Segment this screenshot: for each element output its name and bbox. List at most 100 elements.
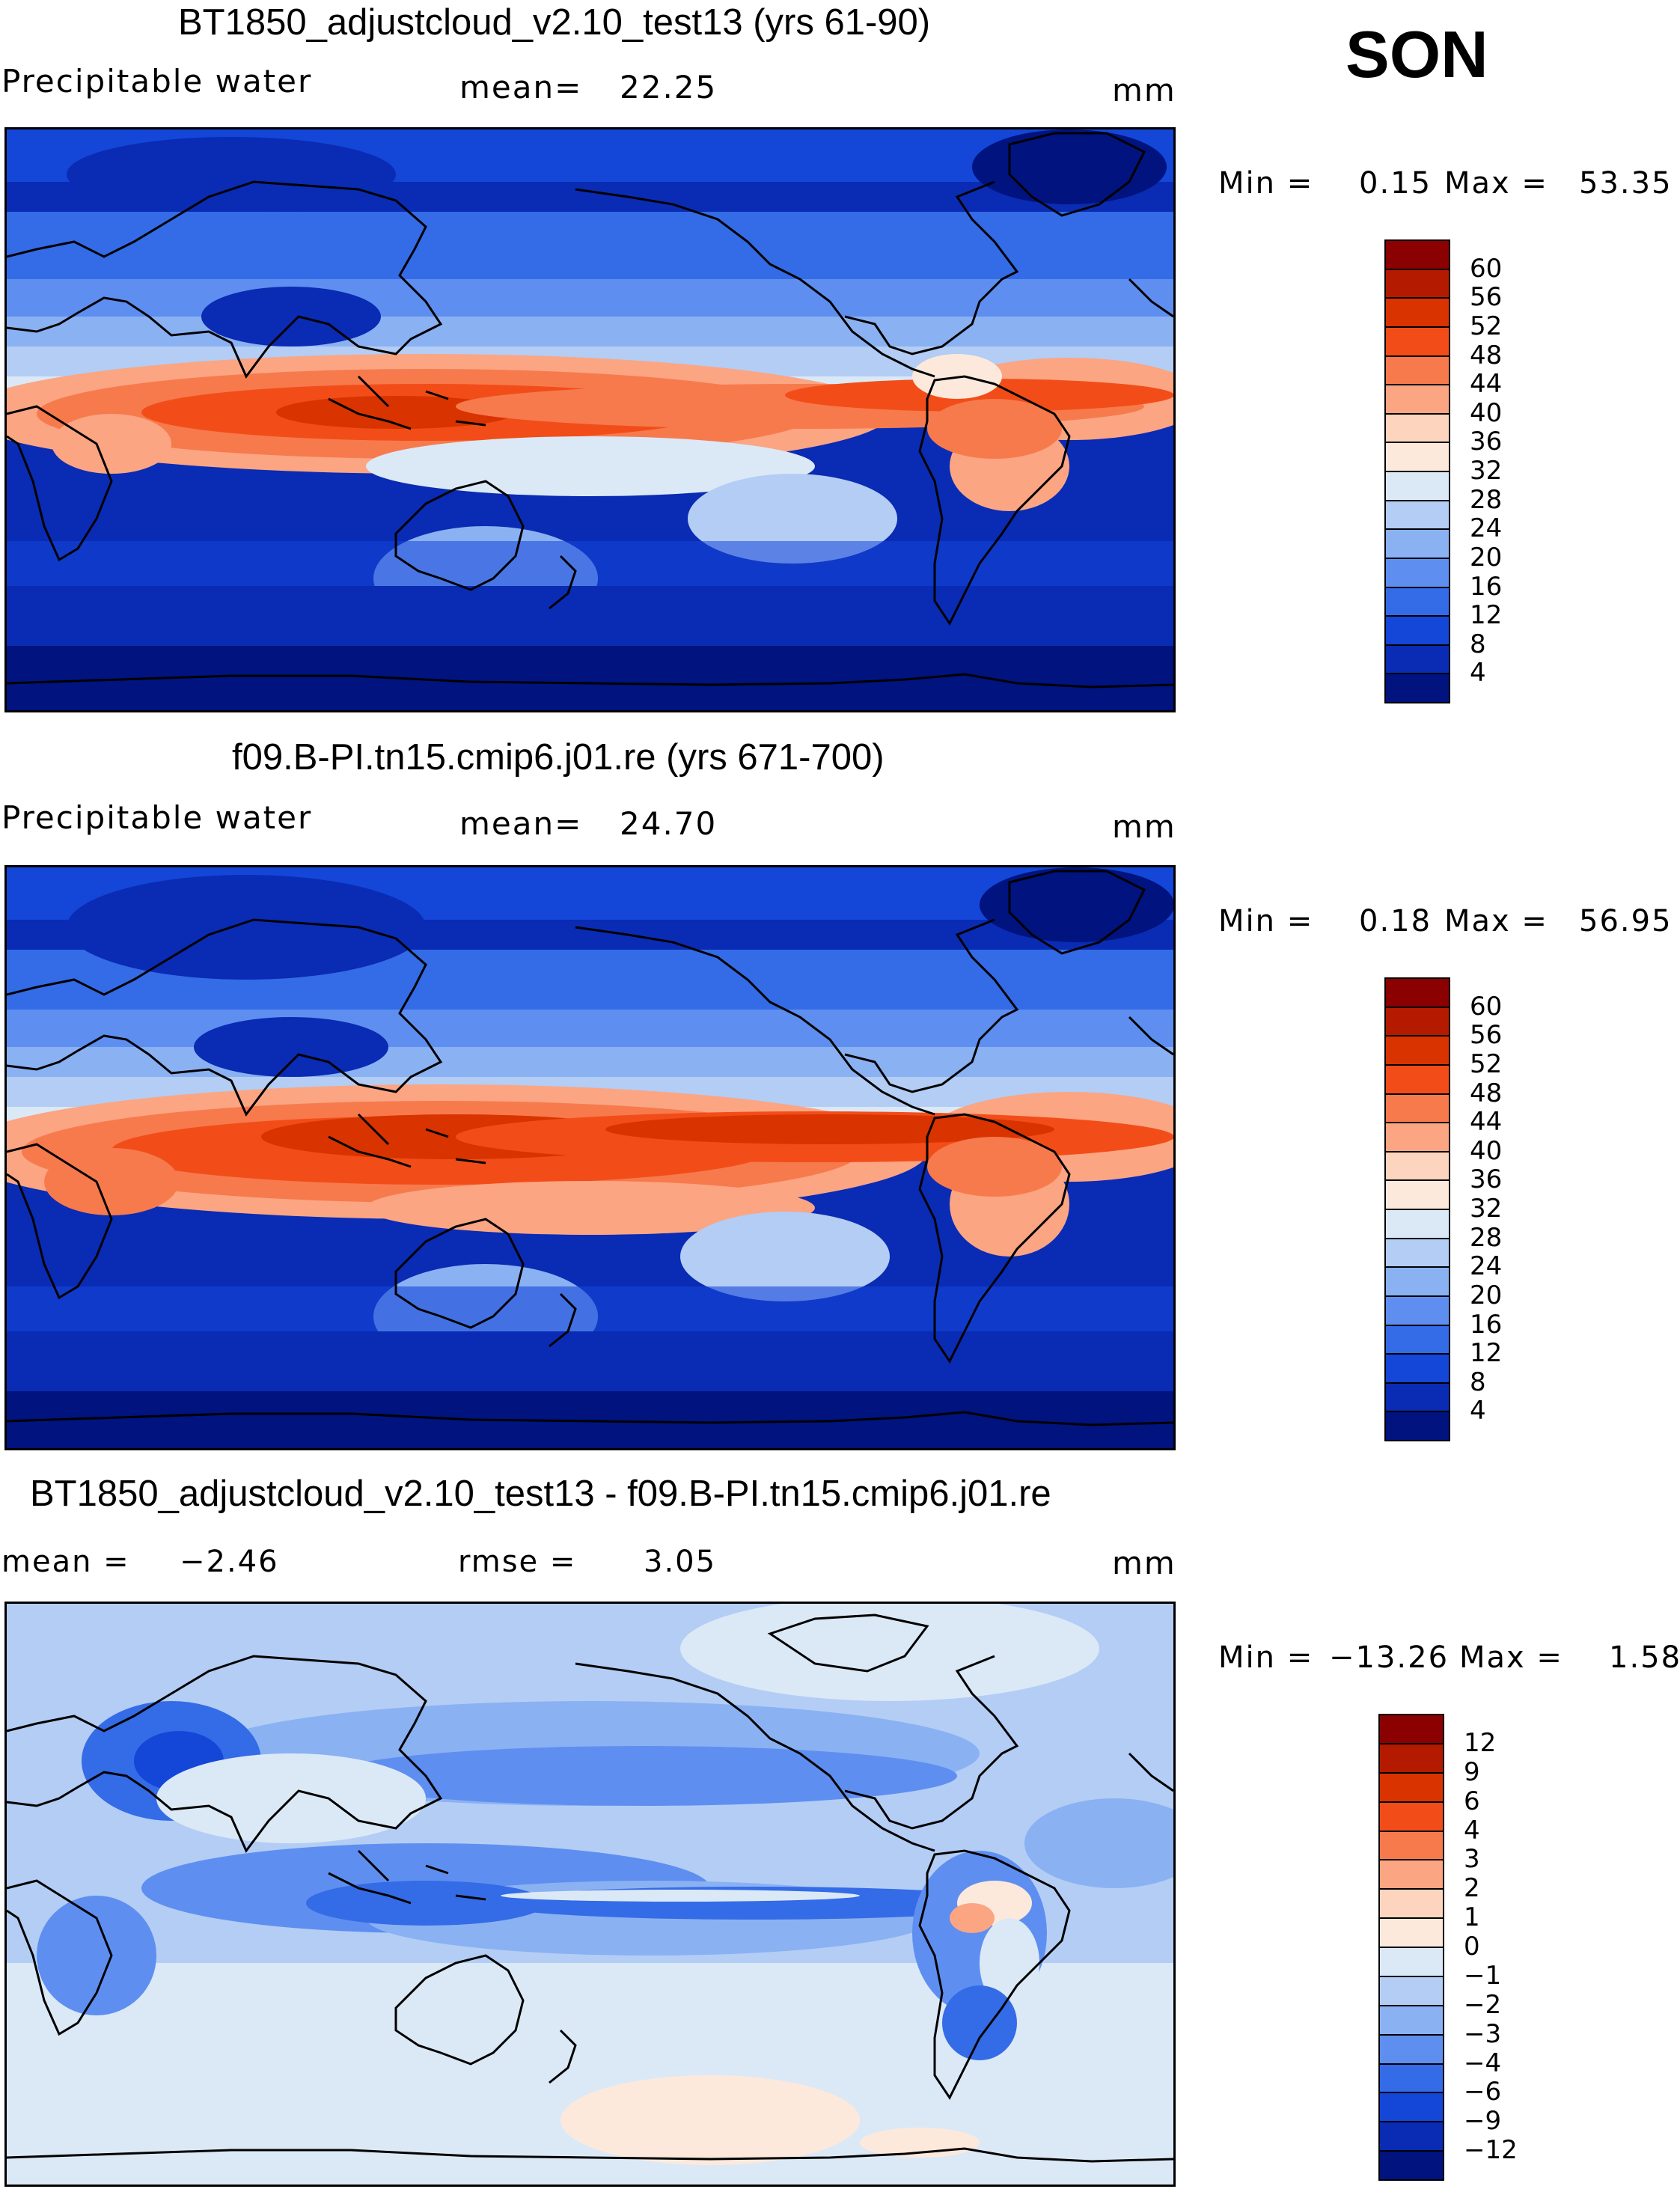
colorbar-swatch bbox=[1384, 1237, 1450, 1269]
colorbar-swatch bbox=[1384, 442, 1450, 472]
colorbar-swatch bbox=[1384, 384, 1450, 415]
colorbar-tick-label: 0 bbox=[1464, 1932, 1480, 1961]
colorbar-tick-label: 4 bbox=[1464, 1815, 1480, 1846]
panel-3-map-field bbox=[7, 1604, 1173, 2185]
colorbar-swatch bbox=[1384, 557, 1450, 588]
colorbar-tick-label: 3 bbox=[1464, 1844, 1480, 1875]
colorbar-swatch bbox=[1384, 471, 1450, 501]
colorbar-swatch bbox=[1378, 1771, 1444, 1803]
colorbar-swatch bbox=[1378, 2063, 1444, 2094]
colorbar-tick-label: 36 bbox=[1470, 427, 1503, 457]
panel-2-colorbar: 60 56 52 48 44 40 36 32 28 24 20 16 12 8 4 bbox=[1384, 977, 1534, 1441]
colorbar-tick-label: 6 bbox=[1464, 1786, 1480, 1816]
panel-3-min-value: −13.26 bbox=[1329, 1640, 1450, 1675]
panel-1-variable-label: Precipitable water bbox=[1, 63, 313, 100]
colorbar-tick-label: 28 bbox=[1470, 484, 1503, 515]
panel-1-colorbar: 60 56 52 48 44 40 36 32 28 24 20 16 12 8 4 bbox=[1384, 239, 1534, 703]
panel-1-units: mm bbox=[1112, 72, 1176, 109]
colorbar-tick-label: 28 bbox=[1470, 1222, 1503, 1253]
panel-1-title: BT1850_adjustcloud_v2.10_test13 (yrs 61-… bbox=[178, 2, 931, 43]
colorbar-swatch bbox=[1384, 297, 1450, 328]
colorbar-swatch bbox=[1384, 326, 1450, 357]
colorbar-swatch bbox=[1378, 1888, 1444, 1920]
colorbar-swatch bbox=[1378, 2150, 1444, 2181]
colorbar-swatch bbox=[1384, 1063, 1450, 1095]
panel-3-map bbox=[4, 1602, 1176, 2187]
colorbar-swatch bbox=[1384, 355, 1450, 386]
colorbar-swatch bbox=[1384, 528, 1450, 559]
panel-3-colorbar: 12 9 6 4 3 2 1 0 −1 −2 −3 −4 −6 −9 −12 bbox=[1378, 1714, 1536, 2181]
colorbar-tick-label: 12 bbox=[1464, 1727, 1497, 1758]
panel-3-rmse-label: rmse = bbox=[458, 1545, 577, 1579]
panel-3-rmse-value: 3.05 bbox=[644, 1545, 717, 1579]
colorbar-swatch bbox=[1384, 1093, 1450, 1124]
colorbar-swatch bbox=[1384, 1150, 1450, 1182]
colorbar-swatch bbox=[1384, 644, 1450, 675]
colorbar-swatch bbox=[1378, 1975, 1444, 2006]
colorbar-swatch bbox=[1384, 1324, 1450, 1355]
colorbar-swatch bbox=[1384, 673, 1450, 703]
panel-3-units: mm bbox=[1112, 1545, 1176, 1581]
panel-2-mean-value: 24.70 bbox=[620, 805, 718, 842]
colorbar-swatch bbox=[1384, 586, 1450, 617]
colorbar-swatch bbox=[1384, 1266, 1450, 1297]
colorbar-swatch bbox=[1378, 2033, 1444, 2065]
colorbar-swatch bbox=[1384, 977, 1450, 1008]
panel-1-map-field bbox=[7, 129, 1173, 710]
colorbar-swatch bbox=[1378, 2121, 1444, 2152]
colorbar-tick-label: −2 bbox=[1464, 1989, 1502, 2020]
colorbar-tick-label: 60 bbox=[1470, 991, 1503, 1022]
colorbar-swatch bbox=[1378, 1714, 1444, 1744]
colorbar-swatch bbox=[1384, 1411, 1450, 1441]
panel-2-units: mm bbox=[1112, 808, 1176, 845]
colorbar-swatch bbox=[1384, 1035, 1450, 1066]
colorbar-tick-label: 16 bbox=[1470, 1309, 1503, 1340]
colorbar-tick-label: 32 bbox=[1470, 1194, 1503, 1224]
colorbar-tick-label: 40 bbox=[1470, 1135, 1503, 1166]
colorbar-tick-label: −12 bbox=[1464, 2135, 1518, 2166]
colorbar-swatch bbox=[1378, 1742, 1444, 1774]
colorbar-tick-label: 60 bbox=[1470, 253, 1503, 284]
colorbar-tick-label: 48 bbox=[1470, 340, 1503, 370]
panel-3-min-label: Min = bbox=[1218, 1640, 1314, 1675]
panel-3-mean-value: −2.46 bbox=[180, 1545, 279, 1579]
panel-1-mean-label: mean= bbox=[459, 69, 583, 106]
colorbar-tick-label: 44 bbox=[1470, 369, 1503, 400]
panel-2-min-label: Min = bbox=[1218, 904, 1314, 938]
panel-3-mean-label: mean = bbox=[1, 1545, 130, 1579]
panel-1-max-value: 53.35 bbox=[1579, 166, 1673, 201]
colorbar-swatch bbox=[1378, 1830, 1444, 1861]
colorbar-tick-label: −3 bbox=[1464, 2018, 1502, 2049]
colorbar-tick-label: 36 bbox=[1470, 1164, 1503, 1195]
colorbar-swatch bbox=[1384, 499, 1450, 531]
panel-2-map bbox=[4, 865, 1176, 1450]
panel-2-title: f09.B-PI.tn15.cmip6.j01.re (yrs 671-700) bbox=[232, 737, 885, 778]
panel-1-min-value: 0.15 bbox=[1359, 166, 1432, 201]
colorbar-swatch bbox=[1384, 268, 1450, 299]
colorbar-swatch bbox=[1378, 1859, 1444, 1890]
colorbar-tick-label: 56 bbox=[1470, 282, 1503, 313]
colorbar-tick-label: 16 bbox=[1470, 571, 1503, 602]
colorbar-swatch bbox=[1384, 239, 1450, 270]
panel-2-max-label: Max = bbox=[1444, 904, 1548, 938]
colorbar-tick-label: 20 bbox=[1470, 542, 1503, 573]
panel-2-variable-label: Precipitable water bbox=[1, 799, 313, 836]
panel-1-map bbox=[4, 127, 1176, 712]
colorbar-tick-label: 8 bbox=[1470, 629, 1486, 659]
colorbar-tick-label: −4 bbox=[1464, 2048, 1502, 2078]
colorbar-swatch bbox=[1384, 1006, 1450, 1037]
colorbar-tick-label: 4 bbox=[1470, 1396, 1486, 1426]
colorbar-tick-label: 52 bbox=[1470, 311, 1503, 341]
colorbar-swatch bbox=[1384, 1353, 1450, 1384]
colorbar-tick-label: −9 bbox=[1464, 2106, 1502, 2137]
colorbar-tick-label: 40 bbox=[1470, 397, 1503, 428]
colorbar-tick-label: 9 bbox=[1464, 1756, 1480, 1787]
colorbar-swatch bbox=[1384, 615, 1450, 646]
colorbar-tick-label: 52 bbox=[1470, 1048, 1503, 1079]
colorbar-tick-label: 4 bbox=[1470, 658, 1486, 689]
colorbar-swatch bbox=[1384, 1295, 1450, 1326]
colorbar-swatch bbox=[1378, 2092, 1444, 2123]
panel-3-title: BT1850_adjustcloud_v2.10_test13 - f09.B-… bbox=[30, 1474, 1051, 1514]
colorbar-swatch bbox=[1378, 1801, 1444, 1832]
colorbar-tick-label: 12 bbox=[1470, 1338, 1503, 1369]
